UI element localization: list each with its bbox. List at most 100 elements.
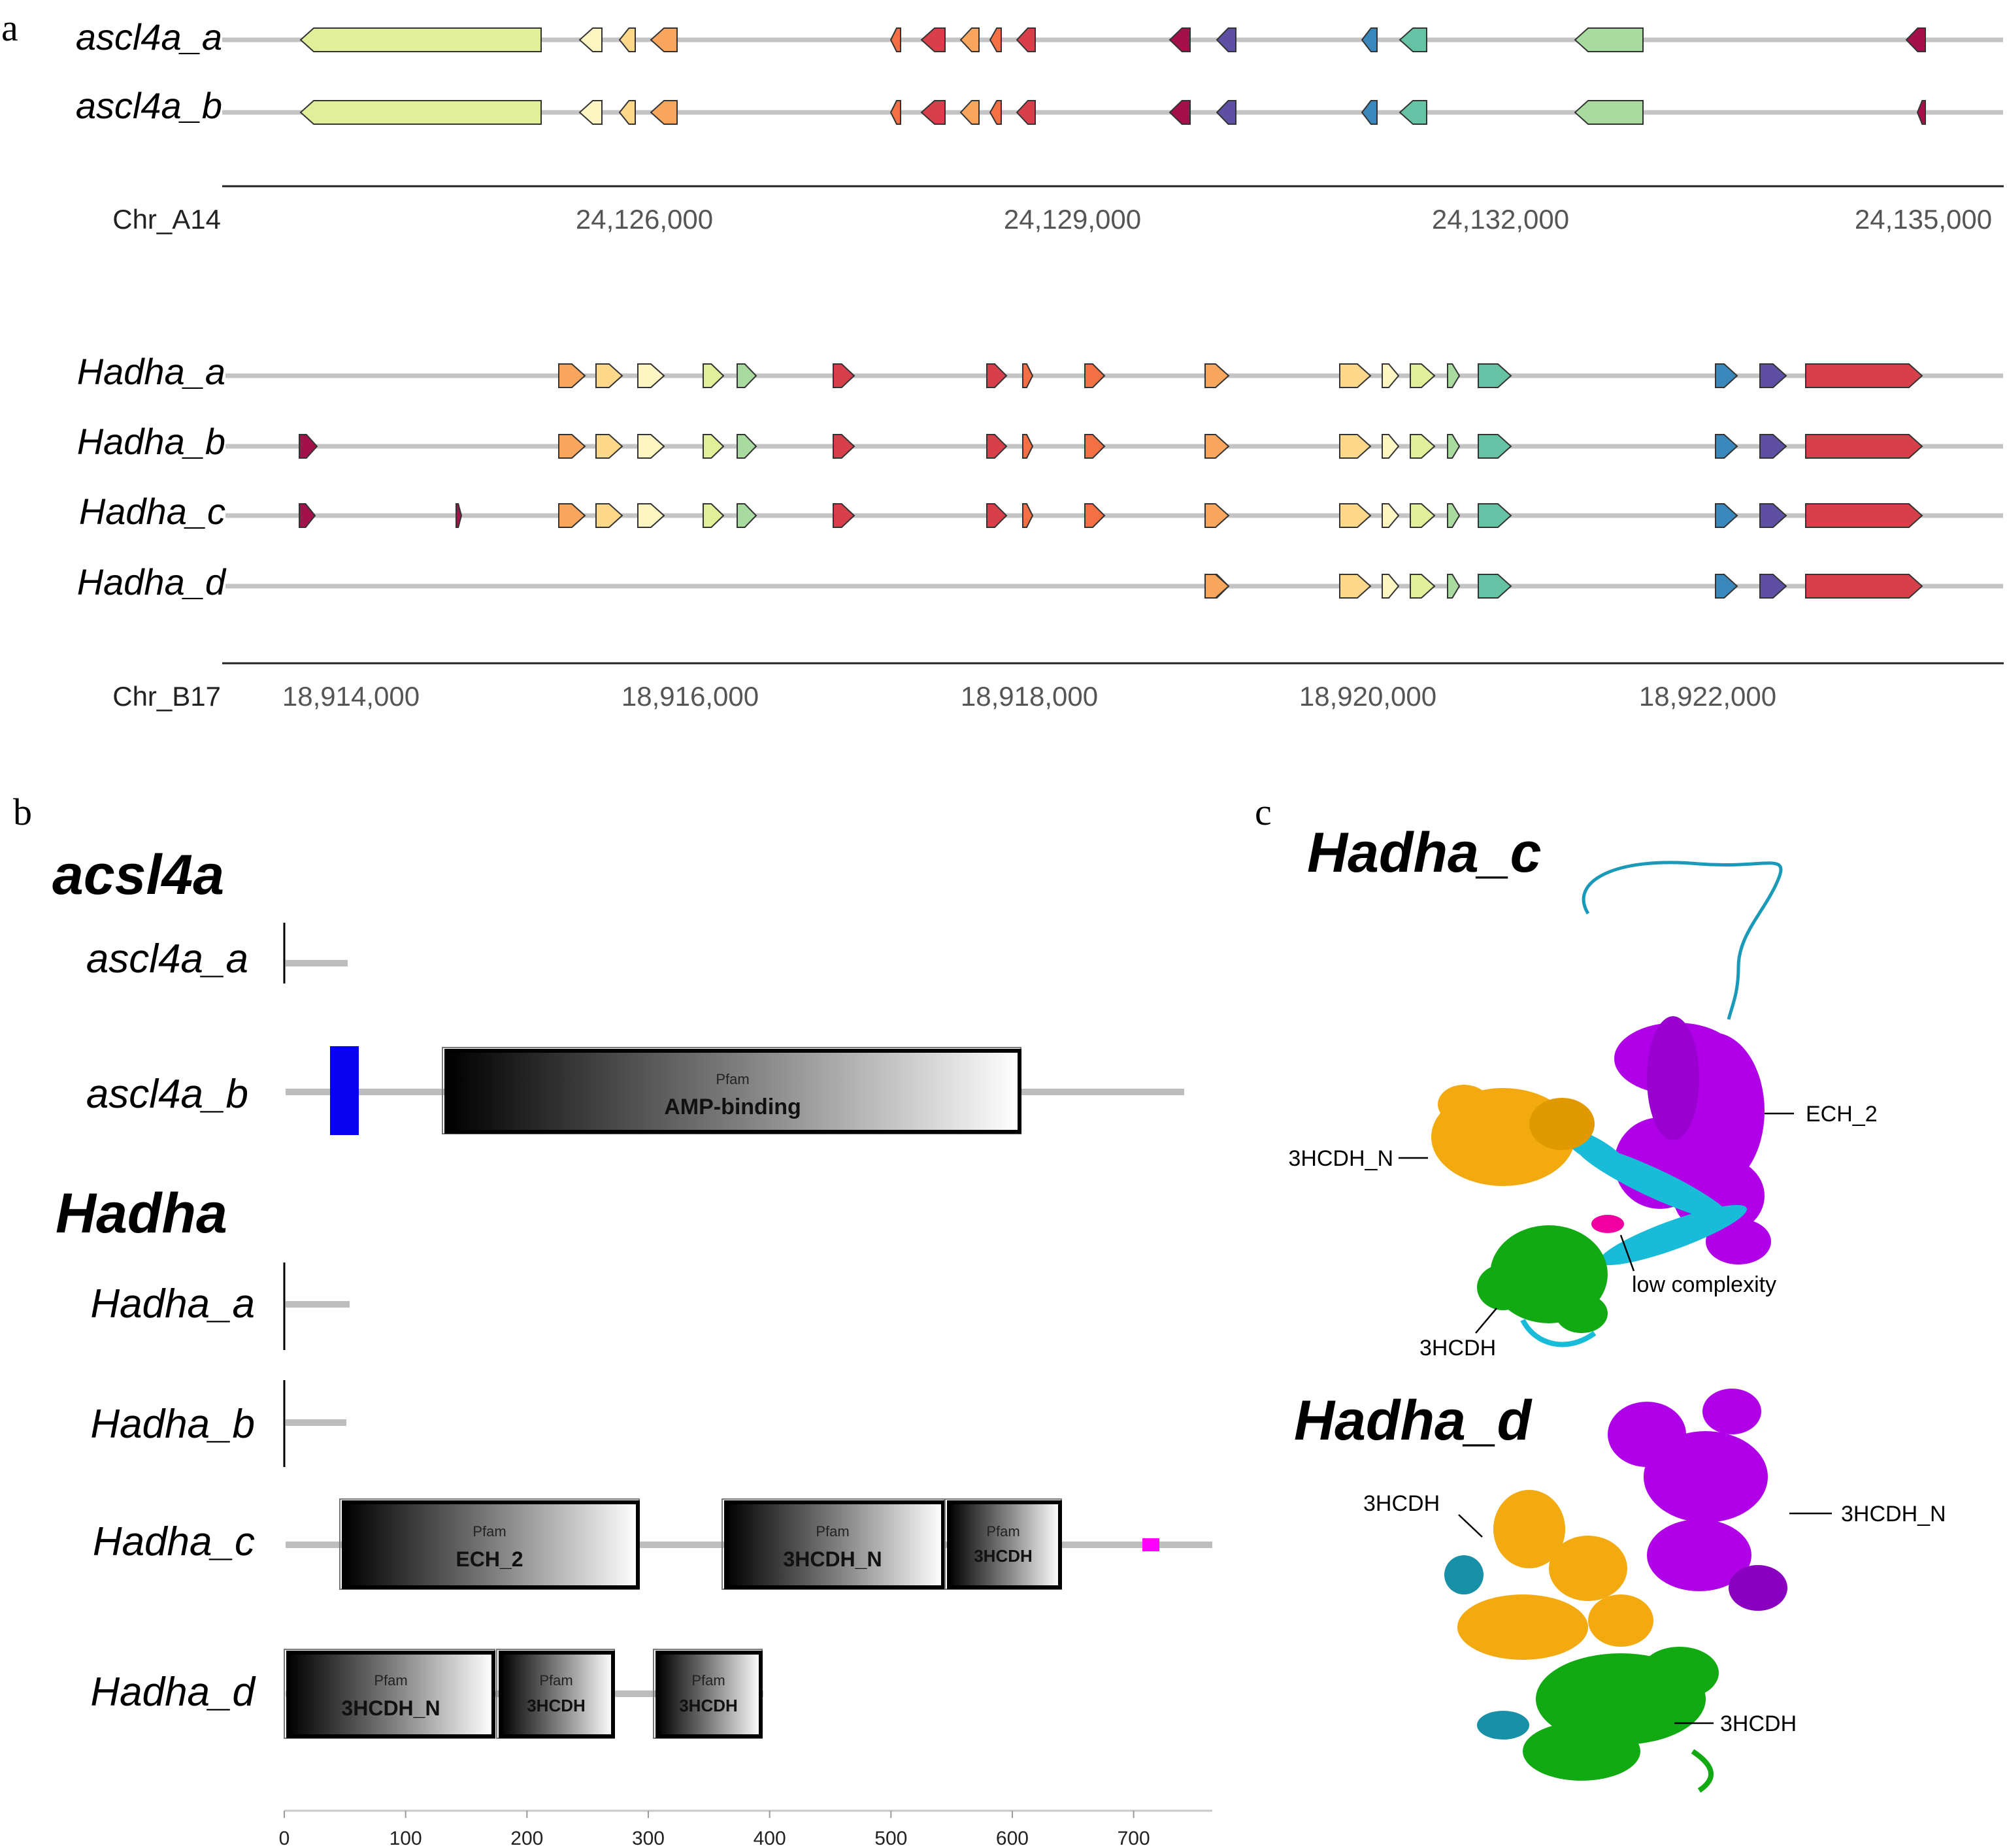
length-axis-ticks: 0 100 200 300 400 500 600 700: [279, 1811, 1150, 1848]
helix: [1444, 1555, 1484, 1594]
domain-box: [947, 1500, 1062, 1589]
exon-arrow: [1759, 434, 1787, 459]
exons-ascl4a-b: [299, 100, 1926, 125]
tick-labels-b17: 18,914,000 18,916,000 18,918,000 18,920,…: [282, 681, 1776, 712]
exon-arrow: [1805, 503, 1923, 528]
panel-c: c Hadha_c: [1255, 791, 1946, 1793]
exon-arrow: [737, 363, 757, 388]
gene-label-ascl4a-b: ascl4a_b: [76, 85, 222, 126]
exon-arrow: [1382, 574, 1400, 599]
exon-arrow: [1399, 27, 1427, 52]
domain-name-label: 3HCDH: [974, 1546, 1033, 1566]
sheet: [1477, 1711, 1529, 1740]
exon-arrow: [959, 27, 980, 52]
exon-arrow: [1805, 434, 1923, 459]
gene-label-ascl4a-a: ascl4a_a: [76, 16, 222, 58]
protein-label-ascl4a-a: ascl4a_a: [86, 936, 248, 982]
tick-label: 24,129,000: [1004, 204, 1141, 235]
exon-arrow: [578, 27, 603, 52]
domain-box: [444, 1049, 1021, 1134]
helix: [1555, 1294, 1608, 1333]
helix: [1729, 1565, 1787, 1611]
protein-structure-hadha-c: [1431, 861, 1783, 1347]
helix: [1640, 1647, 1719, 1699]
exon-arrow: [833, 434, 855, 459]
exon-arrow: [1447, 363, 1461, 388]
exon-arrow: [1759, 503, 1787, 528]
exon-arrow: [703, 363, 725, 388]
exon-arrow: [889, 27, 901, 52]
exon-arrow: [1382, 363, 1400, 388]
exon-arrow: [959, 100, 980, 125]
domain-name-label: 3HCDH: [527, 1696, 586, 1715]
exon-arrow: [1204, 434, 1230, 459]
domain-source-label: Pfam: [986, 1523, 1020, 1540]
exon-arrow: [1715, 574, 1738, 599]
exon-arrow: [1361, 27, 1378, 52]
exon-arrow: [558, 434, 586, 459]
exon-arrow: [558, 503, 586, 528]
domain-box: [655, 1651, 763, 1738]
exon-arrow: [1399, 100, 1427, 125]
structure-label-3hcdh-n-d: 3HCDH_N: [1841, 1502, 1946, 1526]
structure-title-hadha-d: Hadha_d: [1294, 1389, 1533, 1452]
exon-arrow: [703, 503, 725, 528]
axis-tick-label: 500: [874, 1828, 907, 1848]
structure-label-ech2: ECH_2: [1806, 1102, 1878, 1127]
exons-hadha-a: [558, 363, 1923, 388]
helix: [1599, 1205, 1748, 1265]
exon-arrow: [833, 503, 855, 528]
exon-arrow: [703, 434, 725, 459]
exon-arrow: [1759, 363, 1787, 388]
exon-arrow: [1447, 434, 1461, 459]
exon-arrow: [1410, 363, 1436, 388]
leader-line: [1475, 1308, 1497, 1334]
structure-title-hadha-c: Hadha_c: [1307, 821, 1542, 884]
leader-line: [1458, 1514, 1483, 1538]
helix: [1493, 1490, 1565, 1568]
axis-tick-label: 600: [996, 1828, 1029, 1848]
exon-arrow: [1410, 503, 1436, 528]
exon-arrow: [1216, 27, 1236, 52]
group-title-acsl4a: acsl4a: [52, 844, 224, 906]
domain-3hcdh: Pfam 3HCDH: [496, 1649, 615, 1739]
exon-arrow: [986, 503, 1008, 528]
domain-ech2: Pfam ECH_2: [339, 1498, 640, 1590]
exons-hadha-b: [299, 434, 1923, 459]
domain-source-label: Pfam: [716, 1071, 749, 1087]
exon-arrow: [618, 27, 636, 52]
protein-label-hadha-d: Hadha_d: [90, 1670, 256, 1715]
chromosome-label-a14: Chr_A14: [112, 204, 221, 235]
helix: [1477, 1264, 1529, 1310]
exon-arrow: [558, 363, 586, 388]
axis-tick-label: 300: [632, 1828, 665, 1848]
exon-arrow: [618, 100, 636, 125]
panel-c-label: c: [1255, 791, 1272, 833]
domain-amp-binding: Pfam AMP-binding: [442, 1047, 1021, 1134]
domain-name-label: 3HCDH: [679, 1696, 738, 1715]
exon-arrow: [1169, 27, 1191, 52]
axis-tick-label: 200: [510, 1828, 543, 1848]
track-chr-b17: Hadha_a Hadha_b Hadha_c Hadha_d Chr_B17 …: [77, 351, 2004, 712]
axis-tick-label: 700: [1118, 1828, 1150, 1848]
panel-a: a ascl4a_a ascl4a_b Chr_A14 24,126,000 2…: [1, 7, 2004, 712]
exon-arrow: [299, 503, 316, 528]
exon-arrow: [650, 27, 678, 52]
exon-arrow: [578, 100, 603, 125]
tick-labels-a14: 24,126,000 24,129,000 24,132,000 24,135,…: [576, 204, 1992, 235]
tick-label: 24,135,000: [1855, 204, 1992, 235]
exon-arrow: [989, 100, 1002, 125]
axis-tick-label: 400: [754, 1828, 786, 1848]
helix: [1644, 1431, 1768, 1523]
exon-arrow: [833, 363, 855, 388]
helix: [1549, 1536, 1627, 1601]
exon-arrow: [1361, 100, 1378, 125]
exon-arrow: [595, 434, 623, 459]
exon-arrow: [637, 434, 665, 459]
exon-arrow: [1204, 574, 1230, 599]
tick-label: 18,920,000: [1299, 681, 1436, 712]
exon-arrow: [1478, 503, 1512, 528]
leader-line: [1619, 1234, 1635, 1272]
exon-arrow: [1447, 503, 1461, 528]
track-chr-a14: ascl4a_a ascl4a_b Chr_A14 24,126,000 24,…: [76, 16, 2004, 235]
